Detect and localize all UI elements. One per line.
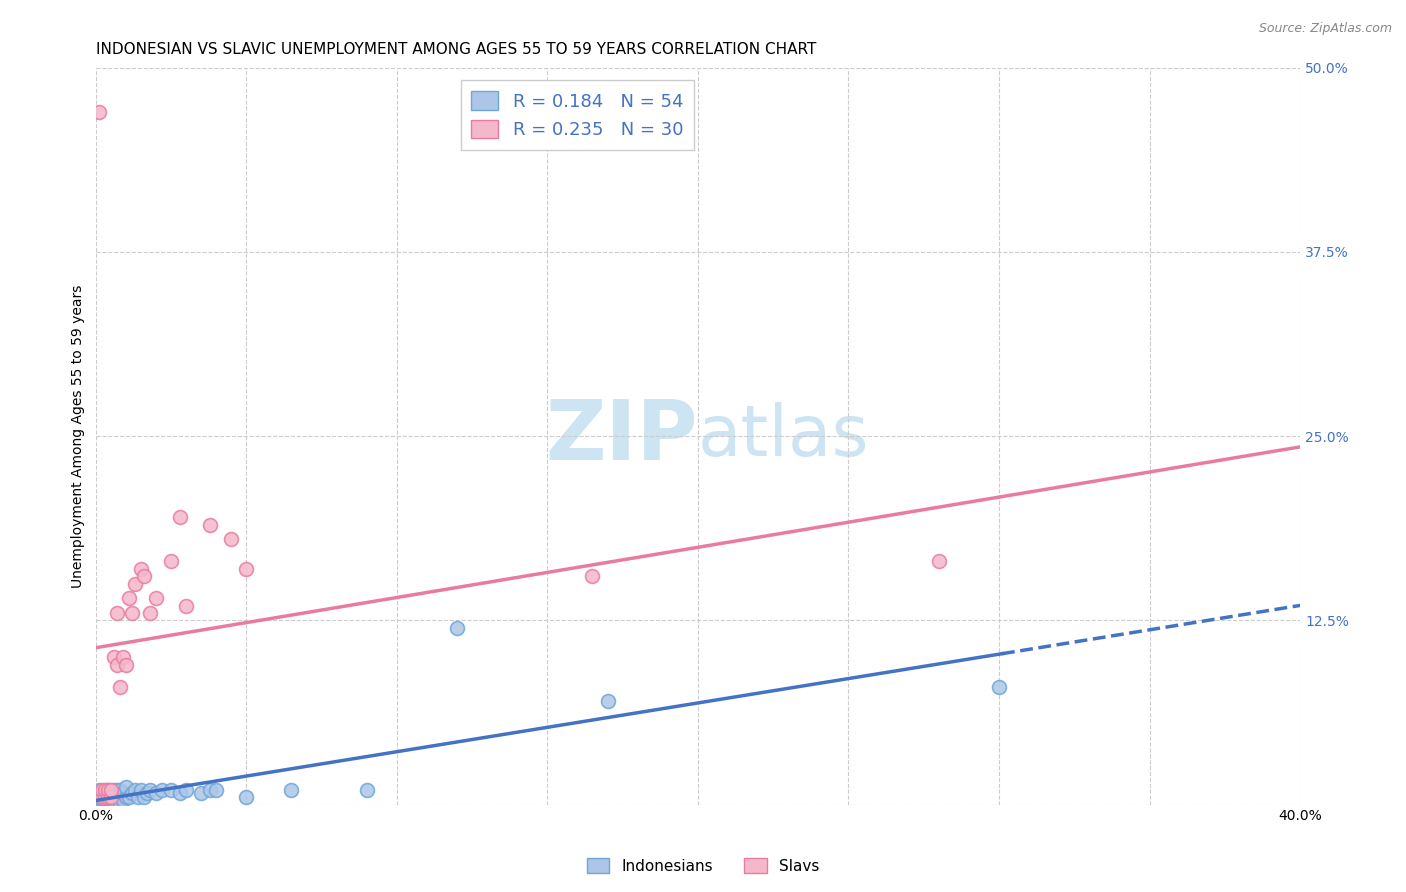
Point — [103, 795, 125, 809]
Text: INDONESIAN VS SLAVIC UNEMPLOYMENT AMONG AGES 55 TO 59 YEARS CORRELATION CHART: INDONESIAN VS SLAVIC UNEMPLOYMENT AMONG … — [96, 42, 815, 57]
Point — [93, 797, 115, 812]
Point — [100, 786, 122, 800]
Point — [114, 657, 136, 672]
Point — [139, 783, 162, 797]
Point — [100, 790, 122, 805]
Point — [103, 783, 125, 797]
Point — [100, 783, 122, 797]
Point — [169, 510, 191, 524]
Point — [190, 786, 212, 800]
Point — [160, 554, 183, 568]
Point — [121, 786, 143, 800]
Point — [235, 790, 257, 805]
Point — [90, 790, 112, 805]
Point — [118, 591, 141, 606]
Point — [581, 569, 603, 583]
Y-axis label: Unemployment Among Ages 55 to 59 years: Unemployment Among Ages 55 to 59 years — [72, 285, 86, 588]
Point — [135, 786, 157, 800]
Point — [93, 786, 115, 800]
Point — [356, 783, 378, 797]
Point — [150, 783, 173, 797]
Point — [174, 783, 197, 797]
Point — [108, 783, 131, 797]
Point — [118, 790, 141, 805]
Point — [87, 795, 110, 809]
Point — [93, 790, 115, 805]
Point — [114, 780, 136, 794]
Point — [111, 786, 134, 800]
Point — [90, 790, 112, 805]
Point — [111, 793, 134, 807]
Point — [87, 104, 110, 119]
Point — [105, 783, 128, 797]
Point — [132, 569, 155, 583]
Point — [97, 790, 120, 805]
Point — [97, 797, 120, 812]
Point — [596, 694, 619, 708]
Point — [174, 599, 197, 613]
Point — [446, 621, 468, 635]
Point — [124, 576, 146, 591]
Point — [988, 680, 1011, 694]
Point — [145, 591, 167, 606]
Legend: R = 0.184   N = 54, R = 0.235   N = 30: R = 0.184 N = 54, R = 0.235 N = 30 — [461, 80, 695, 150]
Point — [160, 783, 183, 797]
Point — [87, 783, 110, 797]
Point — [129, 783, 152, 797]
Legend: Indonesians, Slavs: Indonesians, Slavs — [581, 852, 825, 880]
Point — [90, 783, 112, 797]
Point — [111, 650, 134, 665]
Point — [198, 517, 221, 532]
Point — [105, 657, 128, 672]
Point — [205, 783, 228, 797]
Point — [928, 554, 950, 568]
Text: Source: ZipAtlas.com: Source: ZipAtlas.com — [1258, 22, 1392, 36]
Point — [280, 783, 302, 797]
Point — [87, 790, 110, 805]
Point — [105, 606, 128, 620]
Point — [100, 790, 122, 805]
Point — [127, 790, 149, 805]
Point — [169, 786, 191, 800]
Point — [219, 533, 242, 547]
Point — [90, 786, 112, 800]
Point — [93, 783, 115, 797]
Point — [121, 606, 143, 620]
Point — [97, 793, 120, 807]
Point — [139, 606, 162, 620]
Point — [105, 797, 128, 812]
Point — [124, 783, 146, 797]
Point — [100, 797, 122, 812]
Point — [90, 797, 112, 812]
Point — [132, 790, 155, 805]
Point — [97, 783, 120, 797]
Point — [198, 783, 221, 797]
Text: atlas: atlas — [697, 401, 869, 471]
Point — [108, 680, 131, 694]
Point — [235, 562, 257, 576]
Point — [145, 786, 167, 800]
Point — [100, 793, 122, 807]
Point — [97, 783, 120, 797]
Point — [103, 650, 125, 665]
Point — [108, 797, 131, 812]
Point — [103, 790, 125, 805]
Point — [114, 790, 136, 805]
Point — [129, 562, 152, 576]
Point — [90, 793, 112, 807]
Point — [105, 790, 128, 805]
Text: ZIP: ZIP — [546, 396, 697, 476]
Point — [84, 797, 107, 812]
Point — [108, 790, 131, 805]
Point — [93, 793, 115, 807]
Point — [93, 790, 115, 805]
